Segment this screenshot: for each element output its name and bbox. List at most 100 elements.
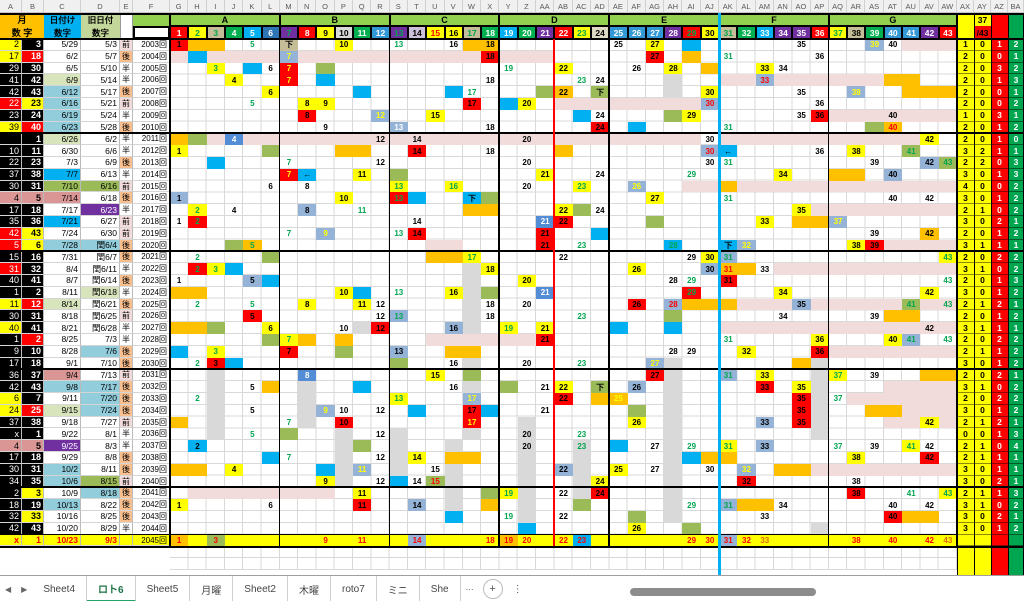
column-letter[interactable]: J: [224, 0, 244, 13]
grid-cell[interactable]: 33: [755, 216, 774, 228]
draw-date[interactable]: 7/3: [44, 157, 81, 169]
draw-date[interactable]: 9/8: [44, 381, 81, 393]
draw-date[interactable]: 10/2: [44, 463, 81, 476]
old-calendar-date[interactable]: 閏6/25: [81, 310, 120, 323]
half-marker[interactable]: 前: [120, 98, 133, 110]
round-label[interactable]: 2041回: [133, 487, 170, 500]
tab-menu-icon[interactable]: ⋮: [512, 583, 523, 595]
old-calendar-date[interactable]: 8/22: [81, 499, 120, 511]
draw-number-a[interactable]: 30: [0, 180, 22, 193]
grid-cell[interactable]: 38: [847, 534, 866, 547]
grid-cell[interactable]: 10: [339, 323, 349, 333]
grid-cell[interactable]: 10: [334, 416, 354, 429]
old-calendar-date[interactable]: 5/14: [81, 74, 120, 87]
grid-cell[interactable]: 31: [719, 499, 738, 511]
grid-cell[interactable]: 37: [828, 216, 848, 228]
horizontal-scrollbar-thumb[interactable]: [630, 588, 816, 596]
old-calendar-date[interactable]: 5/21: [81, 98, 120, 110]
draw-number-b[interactable]: 38: [22, 416, 44, 429]
grid-cell[interactable]: 2: [188, 440, 207, 452]
grid-cell[interactable]: 12: [376, 406, 385, 416]
grid-cell[interactable]: 21: [540, 382, 550, 392]
grid-cell[interactable]: [298, 334, 317, 346]
grid-cell[interactable]: 31: [719, 369, 738, 382]
grid-cell[interactable]: 23: [577, 358, 587, 368]
column-letter[interactable]: AP: [810, 0, 829, 13]
grid-cell[interactable]: 3: [206, 62, 225, 75]
round-label[interactable]: 2023回: [133, 275, 170, 287]
grid-cell[interactable]: 5: [243, 310, 262, 323]
draw-number-b[interactable]: 3: [22, 39, 44, 51]
grid-cell[interactable]: [572, 499, 591, 511]
draw-number-b[interactable]: 11: [22, 145, 44, 157]
grid-cell[interactable]: 20: [522, 181, 532, 191]
grid-cell[interactable]: 21: [536, 216, 555, 228]
grid-cell[interactable]: [700, 452, 720, 464]
grid-cell[interactable]: 12: [376, 158, 385, 168]
grid-cell[interactable]: 11: [353, 298, 372, 311]
old-calendar-date[interactable]: 7/20: [81, 393, 120, 405]
grid-cell[interactable]: 28: [664, 298, 683, 311]
draw-number-a[interactable]: 17: [0, 50, 22, 63]
column-letter[interactable]: AS: [865, 0, 884, 13]
grid-cell[interactable]: 13: [394, 229, 404, 239]
draw-date[interactable]: 9/11: [44, 393, 81, 405]
grid-cell[interactable]: [481, 499, 500, 511]
grid-cell[interactable]: [810, 216, 829, 228]
grid-cell[interactable]: 39: [870, 441, 880, 451]
grid-cell[interactable]: 26: [627, 522, 646, 535]
draw-number-a[interactable]: 1: [0, 286, 22, 299]
grid-cell[interactable]: [170, 463, 189, 476]
old-calendar-date[interactable]: 8/1: [81, 428, 120, 441]
grid-cell[interactable]: 31: [719, 263, 738, 275]
grid-cell[interactable]: 12: [376, 476, 385, 486]
grid-cell[interactable]: 33: [755, 416, 774, 429]
draw-number-b[interactable]: 23: [22, 157, 44, 169]
draw-number-b[interactable]: 32: [22, 263, 44, 275]
grid-cell[interactable]: 20: [522, 158, 532, 168]
round-label[interactable]: 2032回: [133, 381, 170, 393]
grid-cell[interactable]: 38: [847, 145, 866, 157]
grid-cell[interactable]: 31: [723, 193, 733, 203]
round-label[interactable]: 2014回: [133, 168, 170, 181]
grid-cell[interactable]: 29: [687, 347, 697, 357]
draw-date[interactable]: 8/4: [44, 263, 81, 275]
grid-cell[interactable]: 36: [815, 146, 825, 156]
grid-cell[interactable]: 17: [467, 87, 477, 97]
grid-cell[interactable]: 14: [412, 134, 422, 144]
grid-cell[interactable]: 43: [938, 157, 957, 169]
grid-cell[interactable]: 16: [444, 322, 463, 334]
grid-cell[interactable]: 7: [286, 229, 292, 239]
draw-date[interactable]: 9/25: [44, 440, 81, 452]
grid-cell[interactable]: [645, 216, 665, 228]
grid-cell[interactable]: 26: [627, 180, 646, 193]
grid-cell[interactable]: 32: [737, 534, 756, 547]
half-marker[interactable]: 前: [120, 416, 133, 429]
grid-cell[interactable]: 下: [590, 381, 610, 393]
grid-cell[interactable]: [700, 298, 720, 311]
draw-date[interactable]: 8/28: [44, 345, 81, 358]
round-label[interactable]: 2033回: [133, 393, 170, 405]
tab-overflow-icon[interactable]: ⋯: [465, 584, 474, 594]
round-label[interactable]: 2015回: [133, 180, 170, 193]
grid-cell[interactable]: 5: [250, 382, 255, 392]
column-letter[interactable]: AJ: [700, 0, 720, 13]
draw-number-b[interactable]: 5: [22, 192, 44, 205]
column-letter[interactable]: BA: [1008, 0, 1024, 13]
grid-cell[interactable]: 22: [554, 534, 573, 547]
grid-cell[interactable]: 40: [883, 511, 903, 523]
grid-cell[interactable]: [188, 133, 207, 146]
grid-cell[interactable]: [462, 452, 482, 464]
grid-cell[interactable]: 30: [700, 534, 720, 547]
draw-number-a[interactable]: 18: [0, 499, 22, 511]
grid-cell[interactable]: 34: [778, 311, 788, 321]
column-letter[interactable]: AM: [755, 0, 774, 13]
column-letter[interactable]: AI: [682, 0, 701, 13]
sheet-tab-ミニ[interactable]: ミニ: [377, 576, 420, 601]
grid-cell[interactable]: 17: [462, 251, 482, 264]
draw-number-a[interactable]: 11: [0, 298, 22, 311]
grid-cell[interactable]: 2: [195, 394, 200, 404]
grid-cell[interactable]: 27: [650, 441, 660, 451]
grid-cell[interactable]: 21: [536, 322, 555, 334]
grid-cell[interactable]: 10: [334, 286, 354, 299]
